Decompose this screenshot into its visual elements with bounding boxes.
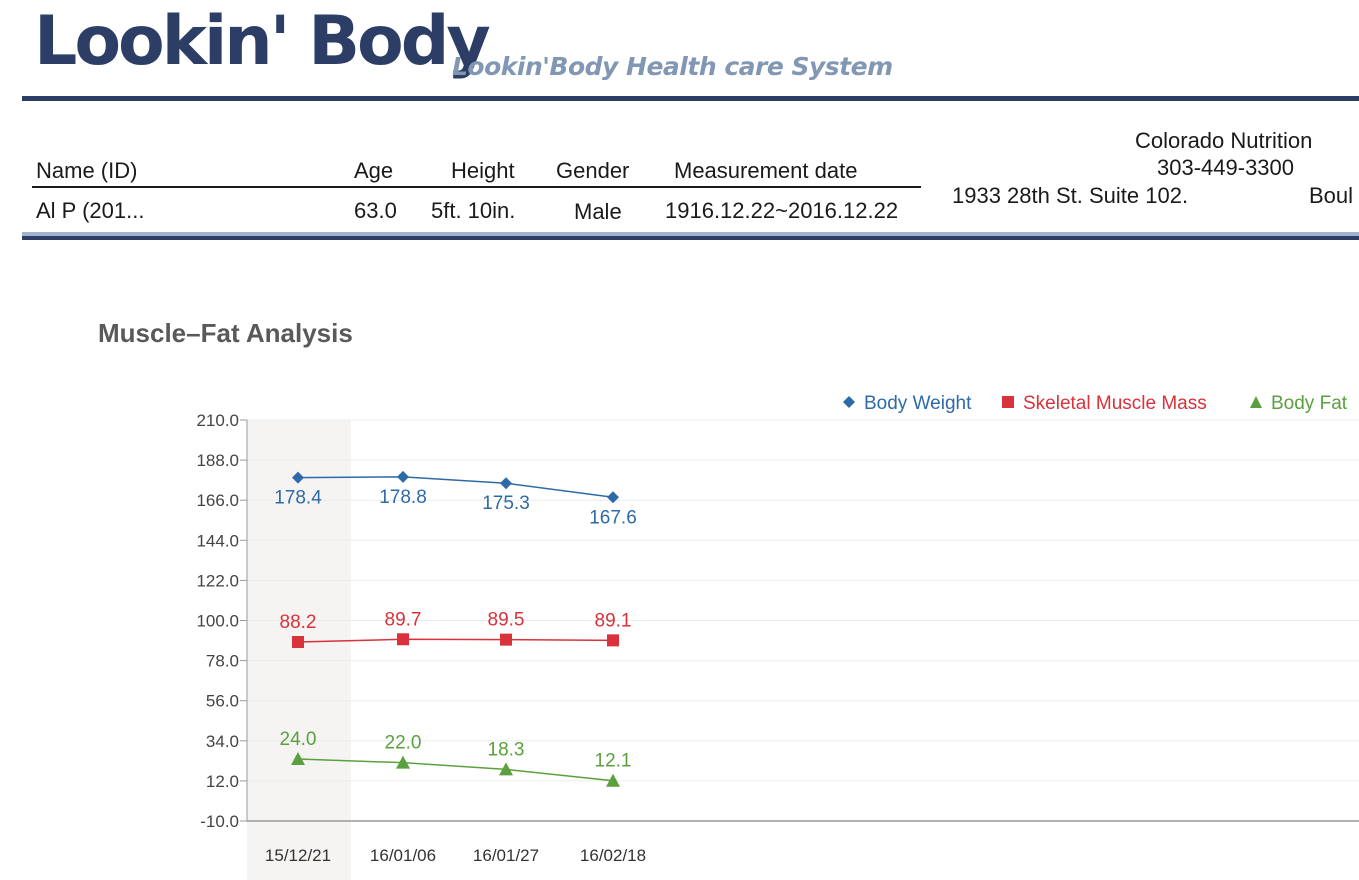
legend-label: Skeletal Muscle Mass [1023,393,1207,414]
gender-label: Gender [556,158,630,183]
data-label: 22.0 [385,733,422,754]
x-tick-label: 16/02/18 [580,846,646,865]
triangle-icon [1249,393,1263,415]
highlight-column [247,420,351,880]
data-label: 175.3 [482,493,530,514]
data-label: 88.2 [280,612,317,633]
gender-value: Male [574,199,622,224]
data-point [607,634,619,647]
legend-label: Body Weight [864,393,972,414]
data-label: 89.5 [488,610,525,631]
muscle-fat-chart: 210.0 188.0 166.0 144.0 122.0 100.0 78.0 56.0 34… [196,411,1359,880]
data-point [291,752,305,766]
age-label: Age [354,158,394,183]
age-value: 63.0 [354,198,397,223]
y-tick-label: 122.0 [196,571,239,590]
data-label: 167.6 [589,507,637,528]
data-label: 24.0 [280,729,317,750]
data-point [500,477,512,490]
x-tick-label: 16/01/06 [370,846,436,865]
y-tick-label: 78.0 [206,652,239,671]
data-label: 178.4 [274,488,322,509]
legend-skeletal-muscle-mass: Skeletal Muscle Mass [1001,393,1207,415]
data-label: 18.3 [488,739,525,760]
facility-city: Boul [1309,183,1354,208]
brand-subtitle: Lookin'Body Health care System [452,52,893,81]
data-point [500,633,512,646]
legend-body-weight: Body Weight [842,393,971,415]
y-tick-label: 12.0 [206,772,239,791]
data-point [292,636,304,649]
header-divider [22,96,1359,101]
profile-divider [32,186,921,188]
data-label: 12.1 [595,751,632,772]
section-title: Muscle–Fat Analysis [98,318,353,348]
name-value: Al P (201... [36,198,145,223]
height-label: Height [451,158,515,183]
data-label: 89.1 [595,610,632,631]
data-label: 89.7 [385,609,422,630]
facility-address: 1933 28th St. Suite 102. [952,183,1189,208]
x-tick-label: 16/01/27 [473,846,539,865]
data-point [396,755,410,769]
y-tick-label: 34.0 [206,732,239,751]
legend-label: Body Fat [1271,393,1348,414]
data-point [292,471,304,484]
profile-bottom-divider-light [22,232,1359,236]
square-icon [1001,393,1015,415]
brand-logo: Lookin' Body [34,2,491,81]
height-value: 5ft. 10in. [431,198,516,223]
y-tick-label: 210.0 [196,411,239,430]
facility-name: Colorado Nutrition [1135,128,1313,153]
y-tick-label: -10.0 [200,812,239,831]
diamond-icon [842,393,856,415]
facility-phone: 303-449-3300 [1157,155,1295,180]
series-line [297,476,614,499]
series-line [297,758,614,782]
data-point [397,470,409,483]
y-tick-label: 56.0 [206,692,239,711]
y-tick-label: 166.0 [196,491,239,510]
data-point [499,762,513,776]
date-label: Measurement date [674,158,858,183]
y-tick-label: 144.0 [196,531,239,550]
series-line [297,638,614,643]
profile-bottom-divider [22,236,1359,240]
date-value: 1916.12.22~2016.12.22 [665,198,899,223]
y-tick-label: 188.0 [196,451,239,470]
x-tick-label: 15/12/21 [265,846,331,865]
data-point [397,633,409,646]
data-label: 178.8 [379,487,427,508]
y-tick-label: 100.0 [196,612,239,631]
data-point [606,773,620,787]
legend-body-fat: Body Fat [1249,393,1347,415]
data-point [607,491,619,504]
name-label: Name (ID) [36,158,138,183]
